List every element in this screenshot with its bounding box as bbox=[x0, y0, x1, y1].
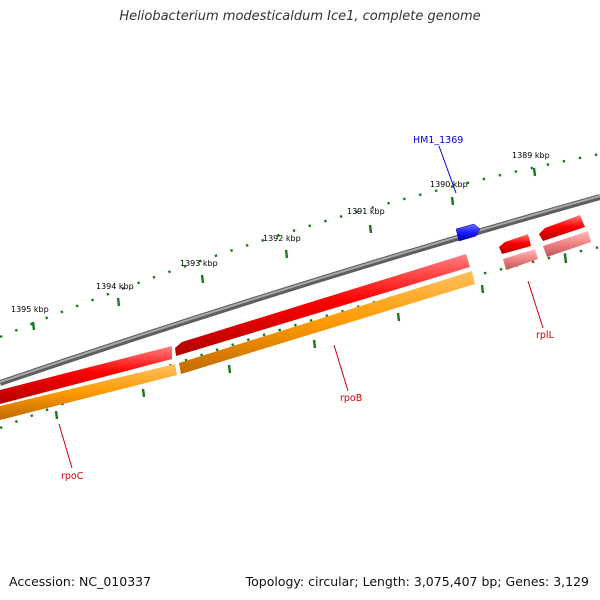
outer-major-ticks bbox=[31, 167, 537, 331]
major-tick bbox=[141, 388, 146, 398]
major-tick bbox=[312, 339, 317, 349]
major-tick bbox=[54, 410, 59, 420]
outer-tick-row bbox=[0, 152, 600, 339]
inner-major-ticks bbox=[54, 254, 568, 420]
major-tick bbox=[31, 321, 36, 331]
major-tick bbox=[200, 274, 205, 284]
major-tick bbox=[227, 364, 232, 374]
leader-hm1-1369 bbox=[438, 145, 457, 194]
leader-rpoc bbox=[58, 423, 73, 469]
tick-label: 1390 kbp bbox=[430, 180, 468, 189]
feature-cds-right[interactable] bbox=[539, 215, 585, 241]
leader-rpll bbox=[527, 280, 544, 329]
major-tick bbox=[480, 284, 485, 294]
feature-rpll-rna[interactable] bbox=[503, 249, 538, 270]
feature-rna-right[interactable] bbox=[543, 231, 591, 257]
feature-rpoc-cds[interactable] bbox=[0, 346, 172, 404]
label-leaders bbox=[58, 145, 544, 469]
major-tick bbox=[563, 254, 568, 264]
leader-rpob bbox=[333, 344, 349, 392]
genome-stats-text: Topology: circular; Length: 3,075,407 bp… bbox=[245, 574, 589, 589]
major-tick bbox=[284, 249, 289, 259]
genome-backbone bbox=[0, 194, 600, 386]
feature-hm1-1369[interactable] bbox=[455, 223, 481, 242]
feature-rpob-cds[interactable] bbox=[175, 254, 470, 356]
accession-text: Accession: NC_010337 bbox=[9, 574, 152, 589]
tick-label: 1389 kbp bbox=[512, 151, 550, 160]
major-tick bbox=[532, 167, 537, 177]
tick-label: 1392 kbp bbox=[263, 234, 301, 243]
major-tick bbox=[450, 196, 455, 206]
feature-rpob-gene[interactable] bbox=[179, 271, 475, 374]
gene-label-rpoc[interactable]: rpoC bbox=[61, 471, 84, 482]
gene-track bbox=[0, 231, 591, 420]
tick-label: 1394 kbp bbox=[96, 282, 134, 291]
gene-label-rpll[interactable]: rplL bbox=[536, 330, 555, 341]
major-tick bbox=[368, 224, 373, 234]
cds-track bbox=[0, 215, 585, 404]
tick-label: 1391 kbp bbox=[347, 207, 385, 216]
feature-rpll-cds[interactable] bbox=[499, 234, 531, 254]
tick-label: 1393 kbp bbox=[180, 259, 218, 268]
major-tick bbox=[116, 297, 121, 307]
gene-label-hm1-1369[interactable]: HM1_1369 bbox=[413, 135, 463, 146]
tick-label: 1395 kbp bbox=[11, 305, 49, 314]
gene-label-rpob[interactable]: rpoB bbox=[340, 393, 362, 404]
map-title: Heliobacterium modesticaldum Ice1, compl… bbox=[119, 9, 481, 24]
feature-rpoc-gene[interactable] bbox=[0, 364, 177, 420]
major-tick bbox=[396, 312, 401, 322]
